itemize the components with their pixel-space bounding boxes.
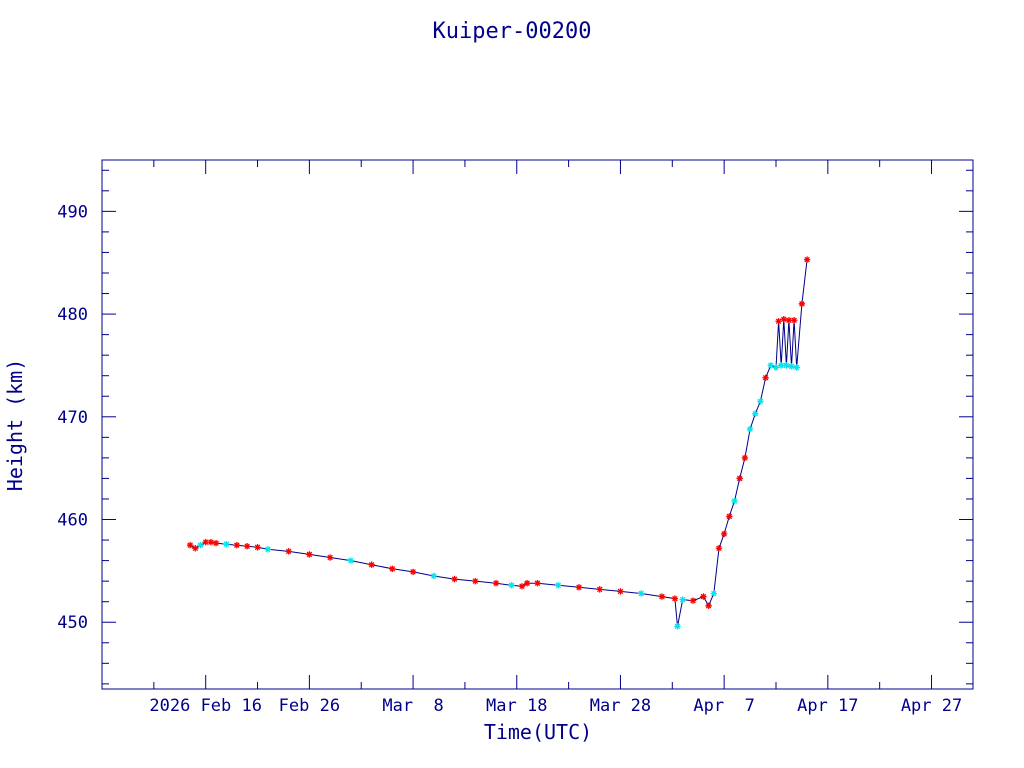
data-point-marker (671, 595, 679, 602)
data-point-marker (202, 538, 209, 546)
data-point-marker (736, 475, 743, 482)
data-point-marker (658, 593, 666, 600)
data-point-marker (767, 362, 775, 369)
x-tick-label: Mar 28 (590, 696, 651, 716)
x-tick-label: Apr 17 (797, 696, 858, 716)
data-point-marker (264, 546, 272, 553)
data-point-marker (746, 425, 754, 433)
data-point-marker (508, 582, 515, 589)
data-point-marker (575, 584, 583, 591)
y-tick-label: 470 (57, 408, 88, 428)
x-tick-label: 2026 Feb 16 (149, 696, 262, 716)
y-tick-labels: 450 460 470 480 490 (57, 202, 88, 633)
data-point-marker (523, 580, 531, 587)
data-point-marker (674, 623, 681, 630)
data-point-marker (389, 565, 396, 573)
y-tick-label: 490 (57, 202, 88, 222)
data-point-marker (306, 551, 313, 558)
x-axis-label: Time(UTC) (484, 720, 592, 744)
chart-title: Kuiper-00200 (433, 19, 592, 44)
data-point-marker (472, 577, 479, 585)
data-point-marker (772, 364, 780, 371)
y-tick-label: 450 (57, 613, 88, 633)
data-point-marker (518, 583, 526, 590)
series-line (189, 259, 808, 627)
data-point-marker (700, 593, 707, 600)
x-tick-label: Apr 27 (901, 696, 962, 716)
x-tick-label: Mar 8 (382, 696, 443, 716)
data-point-marker (192, 545, 199, 552)
data-point-marker (757, 398, 764, 405)
data-point-marker (689, 597, 697, 604)
data-point-marker (254, 544, 261, 551)
data-point-marker (637, 590, 645, 597)
data-point-marker (223, 540, 230, 548)
y-tick-label: 480 (57, 305, 88, 325)
data-point-marker (186, 541, 194, 549)
data-point-marker (777, 362, 785, 369)
data-point-marker (726, 513, 733, 520)
data-point-marker (197, 541, 204, 549)
data-point-marker (803, 256, 811, 263)
data-point-marker (555, 582, 562, 589)
data-point-marker (212, 539, 220, 547)
data-point-marker (326, 554, 334, 561)
data-point-marker (780, 316, 787, 323)
data-point-marker (762, 374, 769, 381)
data-point-marker (783, 362, 790, 369)
axis-ticks (102, 160, 973, 689)
data-point-marker (368, 561, 375, 568)
x-tick-label: Feb 26 (279, 696, 340, 716)
data-point-marker (596, 586, 603, 593)
data-point-marker (430, 572, 438, 580)
y-tick-label: 460 (57, 511, 88, 531)
x-tick-label: Mar 18 (486, 696, 547, 716)
data-point-marker (207, 538, 215, 546)
data-point-marker (715, 545, 723, 552)
plot-frame (101, 159, 974, 690)
series-markers (186, 256, 811, 630)
data-point-marker (731, 497, 738, 505)
data-point-marker (347, 557, 355, 564)
y-axis-label: Height (km) (3, 359, 27, 491)
data-point-marker (785, 317, 793, 324)
data-point-marker (752, 410, 759, 417)
data-point-marker (798, 300, 806, 308)
data-point-marker (285, 548, 292, 555)
data-point-marker (617, 588, 624, 595)
data-point-marker (492, 580, 500, 587)
x-tick-labels: 2026 Feb 16 Feb 26 Mar 8 Mar 18 Mar 28 Apr 7 A… (149, 696, 962, 716)
data-point-marker (790, 317, 798, 324)
data-point-marker (451, 575, 458, 583)
data-point-marker (720, 530, 728, 538)
data-point-marker (741, 454, 749, 462)
data-point-marker (409, 568, 417, 576)
x-tick-label: Apr 7 (693, 696, 754, 716)
data-point-marker (710, 590, 717, 597)
data-point-marker (788, 363, 795, 370)
data-point-marker (233, 541, 240, 549)
data-point-marker (705, 602, 712, 609)
data-point-marker (793, 364, 800, 371)
data-point-marker (534, 580, 541, 587)
data-point-marker (775, 318, 782, 325)
data-point-marker (679, 596, 686, 603)
data-point-marker (243, 543, 251, 550)
